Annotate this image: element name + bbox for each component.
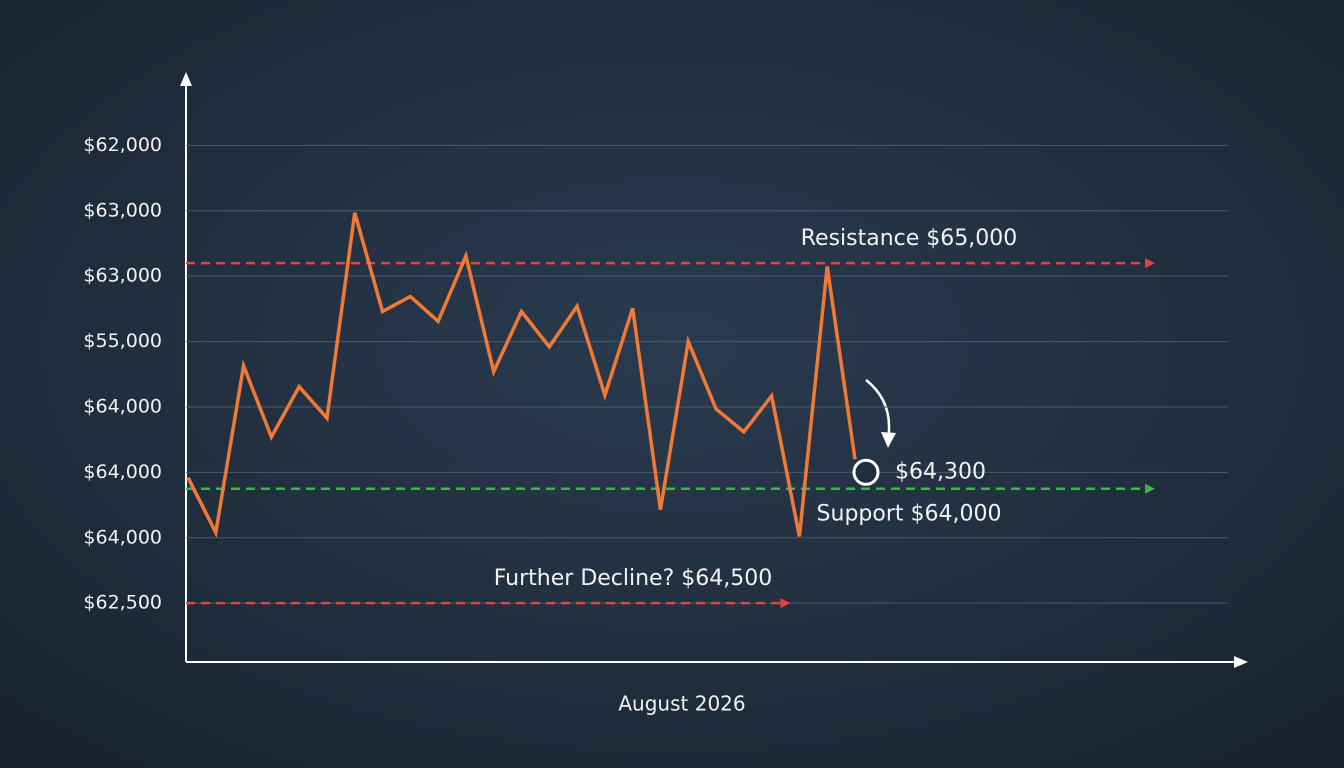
reference-arrowhead	[780, 598, 791, 609]
reference-arrowhead	[1145, 258, 1156, 269]
reference-label: Further Decline? $64,500	[494, 566, 773, 591]
y-tick-label: $55,000	[83, 330, 162, 352]
y-tick-label: $63,000	[83, 265, 162, 287]
y-arrow	[180, 72, 192, 86]
price-line	[186, 212, 857, 539]
y-tick-label: $62,500	[83, 592, 162, 614]
y-tick-label: $64,000	[83, 461, 162, 483]
x-arrow	[1234, 656, 1248, 668]
last-point-marker	[852, 458, 880, 486]
y-tick-label: $64,000	[83, 395, 162, 417]
x-axis-label: August 2026	[618, 692, 745, 716]
reference-label: Resistance $65,000	[801, 226, 1018, 251]
y-tick-label: $62,000	[83, 134, 162, 156]
y-tick-label: $64,000	[83, 526, 162, 548]
last-point-label: $64,300	[895, 459, 986, 484]
y-tick-label: $63,000	[83, 199, 162, 221]
reference-label: Support $64,000	[817, 502, 1002, 527]
reference-arrowhead	[1145, 483, 1156, 494]
axes	[180, 72, 1248, 668]
annotation-arrowhead	[881, 432, 896, 448]
